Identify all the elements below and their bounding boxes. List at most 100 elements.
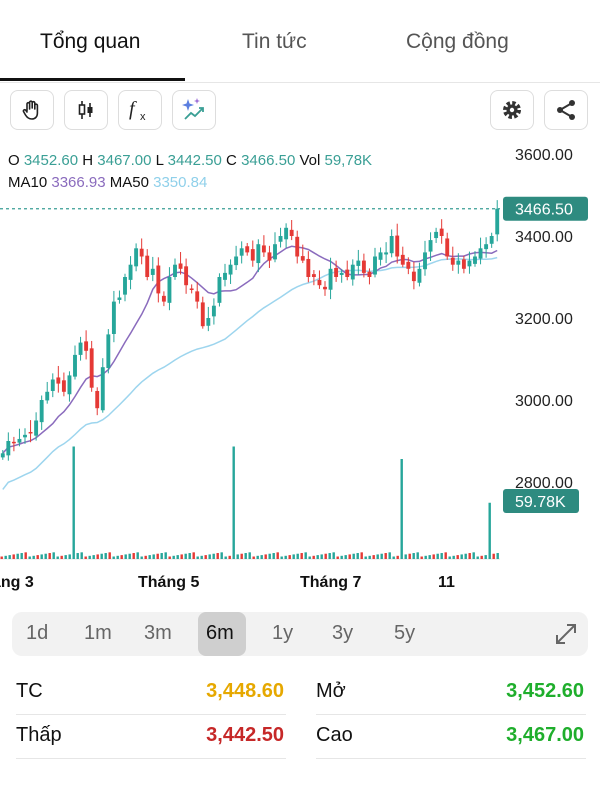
candle-body xyxy=(345,269,350,277)
candle-body xyxy=(73,354,77,377)
candle-body xyxy=(439,228,444,236)
range-3m[interactable]: 3m xyxy=(144,622,172,644)
candle-body xyxy=(156,265,161,294)
ohlc-legend: O 3452.60 H 3467.00 L 3442.50 C 3466.50 … xyxy=(8,150,372,194)
candle-body xyxy=(150,268,155,275)
tab-community[interactable]: Cộng đồng xyxy=(406,30,509,53)
volume-bar xyxy=(108,552,111,559)
candle-body xyxy=(167,277,172,303)
volume-tag xyxy=(503,489,579,513)
candle-body xyxy=(123,277,127,295)
volume-bar xyxy=(288,555,291,559)
range-1y[interactable]: 1y xyxy=(272,622,294,644)
volume-bar xyxy=(96,554,99,559)
candle-body xyxy=(100,367,105,411)
y-tick-label: 3600.00 xyxy=(515,147,573,164)
volume-bar xyxy=(88,555,91,559)
volume-bar xyxy=(472,552,475,559)
reference-price-value: 3,448.60 xyxy=(206,680,284,702)
candle-body xyxy=(45,391,50,401)
volume-bar xyxy=(420,556,423,559)
candle-body xyxy=(228,264,233,275)
candle-body xyxy=(200,302,205,327)
candle-body xyxy=(223,272,227,280)
volume-bar xyxy=(360,552,363,559)
y-tick-label: 2800.00 xyxy=(515,475,573,492)
candle-body xyxy=(406,261,411,269)
ai-analysis-button[interactable] xyxy=(172,90,216,130)
range-selector: 1d 1m 3m 6m 1y 3y 5y xyxy=(12,612,588,656)
volume-bar xyxy=(476,556,479,559)
volume-bar xyxy=(336,556,339,559)
candle-body xyxy=(339,272,344,275)
candle-body xyxy=(484,244,489,250)
open-label: O xyxy=(8,152,20,169)
volume-bar xyxy=(148,555,151,559)
candle-body xyxy=(23,434,27,438)
candle-body xyxy=(250,249,255,261)
candle-body xyxy=(395,235,400,257)
volume-bar xyxy=(300,553,303,559)
share-button[interactable] xyxy=(544,90,588,130)
svg-text:x: x xyxy=(140,111,146,123)
candle-body xyxy=(361,260,366,273)
candle-body xyxy=(111,301,116,334)
divider xyxy=(16,758,286,759)
indicators-button[interactable]: f x xyxy=(118,90,162,130)
volume-bar xyxy=(56,556,59,559)
volume-bar xyxy=(76,553,79,559)
volume-bar xyxy=(380,553,383,559)
candle-body xyxy=(284,227,289,240)
range-1d[interactable]: 1d xyxy=(26,622,49,644)
last-price-label: 3466.50 xyxy=(515,202,573,219)
candle-body xyxy=(289,229,294,236)
candle-body xyxy=(261,245,266,253)
candle-body xyxy=(300,256,305,261)
y-tick-label: 3000.00 xyxy=(515,393,573,410)
volume-bar xyxy=(120,555,123,559)
range-1m[interactable]: 1m xyxy=(84,622,112,644)
tab-overview[interactable]: Tổng quan xyxy=(40,30,141,53)
volume-bar xyxy=(480,555,483,559)
volume-bar xyxy=(224,556,227,559)
volume-bar xyxy=(244,553,247,559)
volume-bar xyxy=(8,555,11,559)
candle-body xyxy=(334,267,339,277)
range-5y[interactable]: 5y xyxy=(394,622,416,644)
x-tick-label: 11 xyxy=(438,574,455,591)
volume-bar xyxy=(52,552,55,559)
candle-body xyxy=(117,297,122,300)
candle-body xyxy=(473,256,477,264)
volume-bar xyxy=(196,556,199,559)
volume-bar xyxy=(484,555,487,559)
candle-body xyxy=(56,377,61,384)
candle-body xyxy=(217,277,222,303)
volume-bar xyxy=(492,553,495,559)
candle-body xyxy=(28,431,33,434)
chart-type-button[interactable] xyxy=(64,90,108,130)
volume-bar xyxy=(68,554,71,559)
hand-tool-button[interactable] xyxy=(10,90,54,130)
volume-bar xyxy=(236,554,239,559)
close-label: C xyxy=(226,152,237,169)
volume-bar xyxy=(468,553,471,559)
expand-icon[interactable] xyxy=(552,620,580,648)
settings-button[interactable] xyxy=(490,90,534,130)
tab-news[interactable]: Tin tức xyxy=(242,30,307,53)
price-chart[interactable]: 3600.00 3400.00 3200.00 3000.00 2800.00 áng 3… xyxy=(0,140,600,600)
range-6m[interactable]: 6m xyxy=(206,622,234,644)
candle-body xyxy=(273,244,277,260)
volume-bar xyxy=(132,553,135,559)
volume-bar xyxy=(452,555,455,559)
volume-bar xyxy=(80,552,83,559)
volume-bar xyxy=(272,553,275,559)
volume-bar xyxy=(72,446,75,559)
volume-bar xyxy=(156,553,159,559)
volume-bar xyxy=(316,555,319,559)
divider xyxy=(316,758,586,759)
range-3y[interactable]: 3y xyxy=(332,622,354,644)
hand-icon xyxy=(22,100,39,120)
volume-value: 59,78K xyxy=(324,152,373,169)
candle-body xyxy=(373,256,377,275)
volume-bar xyxy=(296,553,299,559)
